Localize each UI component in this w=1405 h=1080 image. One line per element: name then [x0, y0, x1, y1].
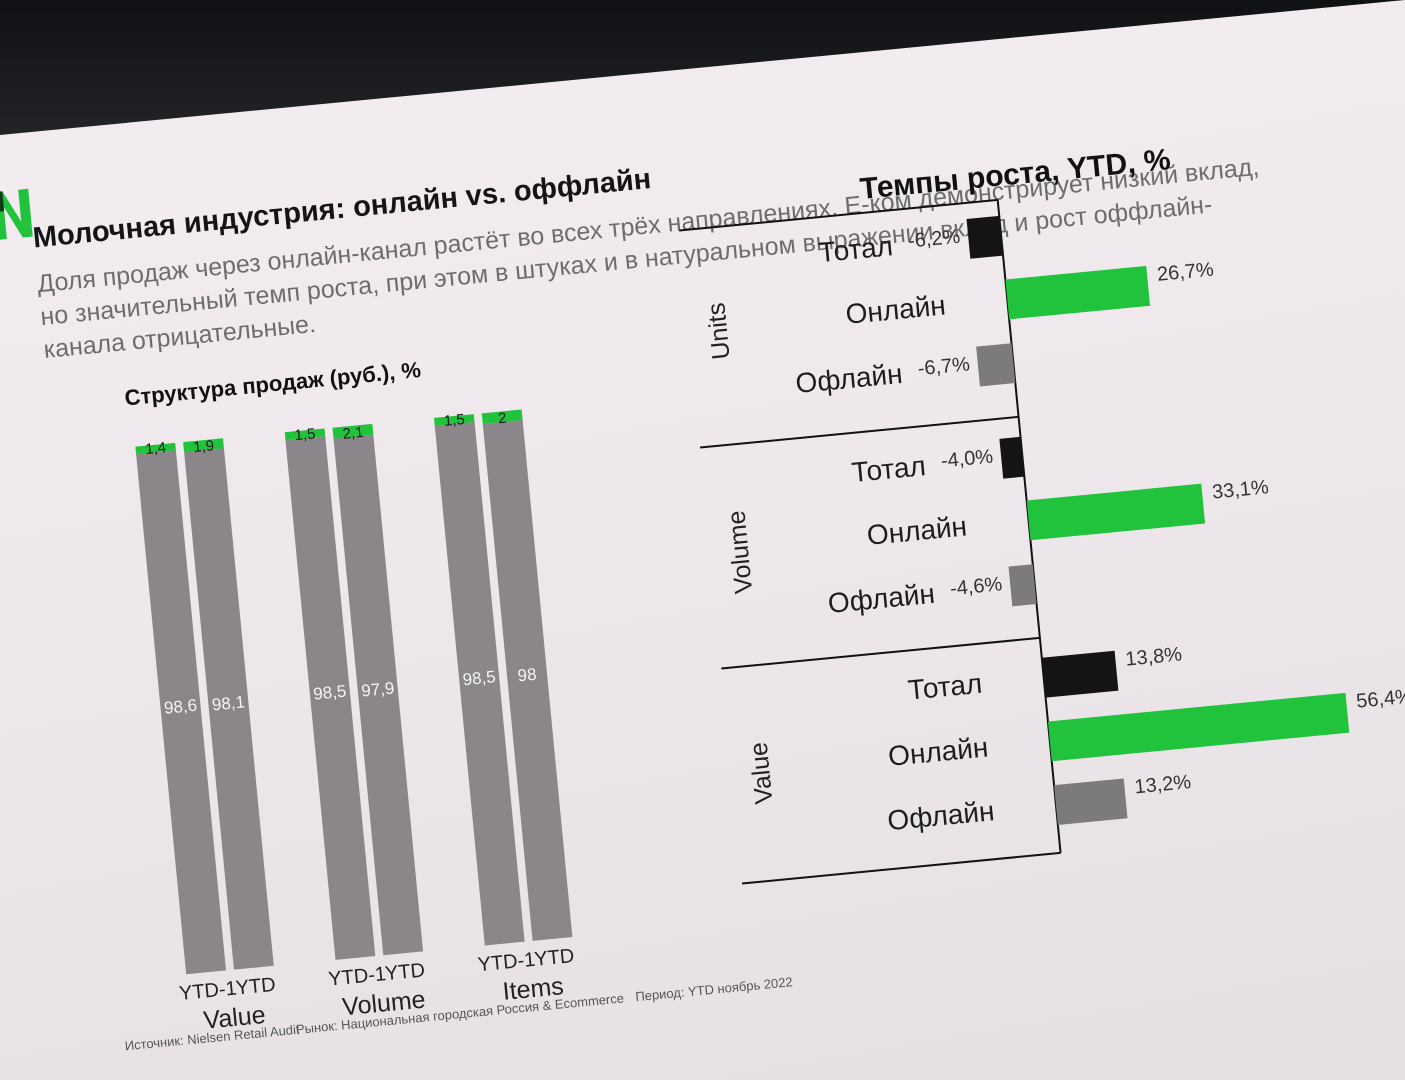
- group-label: Value: [202, 1001, 266, 1035]
- online-share-bar: [183, 438, 224, 453]
- online-share-bar: [284, 428, 326, 441]
- metric-group-label: Volume: [722, 509, 758, 595]
- offline-share-label: 98: [517, 665, 538, 686]
- growth-bar: [1026, 483, 1206, 541]
- growth-value-label: -4,6%: [949, 573, 1003, 600]
- online-share-label: 1,9: [192, 437, 214, 456]
- online-share-label: 2: [497, 410, 507, 428]
- growth-value-label: -4,0%: [940, 446, 994, 473]
- period-tick-label: YTD-1: [327, 963, 387, 990]
- offline-share-label: 97,9: [360, 679, 395, 701]
- offline-share-label: 98,1: [211, 692, 246, 714]
- growth-bar: [1054, 778, 1128, 825]
- online-share-bar: [481, 409, 523, 424]
- growth-bar: [1005, 265, 1151, 320]
- channel-label: Офлайн: [886, 795, 996, 836]
- offline-share-bar: [333, 434, 424, 956]
- channel-label: Онлайн: [865, 510, 968, 550]
- offline-share-bar: [482, 420, 573, 941]
- metric-group-label: Value: [745, 741, 779, 805]
- offline-share-bar: [136, 450, 226, 975]
- growth-bar: [1041, 650, 1119, 698]
- group-label: Items: [501, 972, 565, 1006]
- channel-label: Офлайн: [794, 358, 904, 399]
- growth-bar: [1047, 692, 1350, 762]
- group-separator: [699, 415, 1019, 449]
- channel-label: Офлайн: [827, 578, 937, 619]
- growth-bar: [1008, 564, 1037, 607]
- online-share-bar: [332, 423, 374, 439]
- group-separator: [721, 636, 1040, 670]
- online-share-label: 1,4: [144, 439, 166, 458]
- offline-share-bar: [434, 421, 525, 946]
- online-share-label: 2,1: [342, 424, 364, 443]
- growth-value-label: 13,8%: [1124, 643, 1183, 670]
- online-share-bar: [135, 442, 176, 455]
- growth-value-label: -6,7%: [917, 353, 971, 380]
- brand-logo-icon: [0, 188, 33, 240]
- channel-label: Онлайн: [887, 731, 990, 771]
- group-separator: [741, 851, 1061, 885]
- channel-label: Тотал: [817, 230, 894, 268]
- period-tick-label: YTD: [384, 959, 426, 985]
- channel-label: Тотал: [906, 668, 983, 706]
- period-tick-label: YTD-1: [477, 949, 537, 976]
- growth-value-label: -6,2%: [907, 226, 961, 253]
- growth-bar: [966, 215, 1004, 259]
- online-share-label: 1,5: [443, 411, 465, 430]
- offline-share-bar: [184, 448, 274, 970]
- growth-bar: [976, 343, 1016, 387]
- growth-value-label: 26,7%: [1156, 259, 1215, 286]
- metric-group-label: Units: [702, 302, 735, 361]
- period-tick-label: YTD-1: [178, 978, 238, 1005]
- offline-share-label: 98,6: [163, 696, 198, 718]
- growth-value-label: 33,1%: [1211, 476, 1270, 503]
- online-share-label: 1,5: [294, 425, 316, 444]
- offline-share-bar: [285, 436, 376, 960]
- growth-bar: [999, 436, 1025, 479]
- channel-label: Тотал: [850, 450, 927, 488]
- period-tick-label: YTD: [235, 974, 277, 1000]
- period-tick-label: YTD: [533, 945, 575, 971]
- growth-value-label: 56,4%: [1355, 685, 1405, 712]
- group-separator: [679, 198, 998, 232]
- offline-share-label: 98,5: [312, 682, 347, 704]
- online-share-bar: [433, 414, 475, 426]
- offline-share-label: 98,5: [462, 667, 497, 689]
- growth-value-label: 13,2%: [1134, 771, 1193, 798]
- channel-label: Онлайн: [844, 289, 947, 329]
